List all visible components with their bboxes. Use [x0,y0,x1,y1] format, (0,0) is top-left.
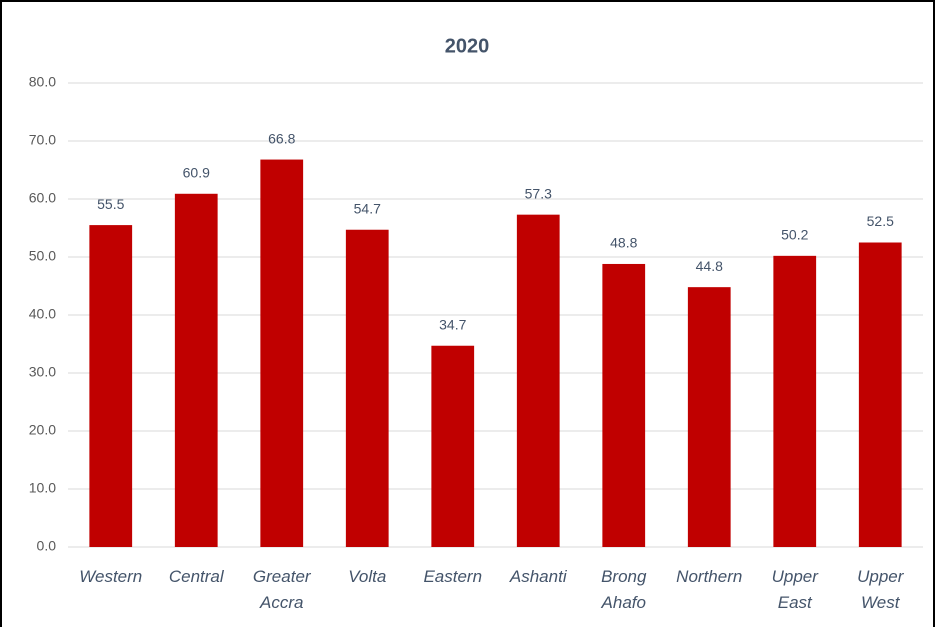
bar [260,159,304,547]
x-tick-label: Upper East [771,567,818,612]
y-tick-label: 60.0 [29,190,56,206]
y-tick-label: 80.0 [29,74,56,90]
data-label: 60.9 [183,164,210,180]
data-label: 50.2 [781,227,808,243]
y-tick-label: 0.0 [37,538,57,554]
bar [773,255,817,547]
data-label: 57.3 [525,185,552,201]
bar [174,193,218,547]
bar [89,225,133,547]
bar [858,242,902,547]
bar [345,229,389,548]
x-tick-label: Brong Ahafo [601,567,647,612]
data-label: 55.5 [97,196,124,212]
y-tick-label: 10.0 [29,480,56,496]
bar [431,345,475,547]
y-tick-label: 20.0 [29,422,56,438]
x-tick-label: Central [168,567,224,586]
data-label: 34.7 [439,316,466,332]
y-tick-label: 70.0 [29,132,56,148]
data-label: 44.8 [696,258,723,274]
x-tick-label: Ashanti [509,567,567,586]
data-label: 48.8 [610,235,637,251]
bar [687,287,731,547]
x-tick-label: Upper West [857,567,904,612]
y-tick-label: 50.0 [29,248,56,264]
x-tick-label: Northern [676,567,743,586]
data-label: 66.8 [268,130,295,146]
y-tick-label: 30.0 [29,364,56,380]
data-label: 52.5 [867,213,894,229]
x-tick-label: Western [79,567,143,586]
x-tick-label: Volta [348,567,387,586]
y-tick-label: 40.0 [29,306,56,322]
data-label: 54.7 [354,200,381,216]
bar [516,214,560,547]
chart-title: 2020 [445,35,490,57]
bar [602,263,646,547]
x-tick-label: Eastern [423,567,483,586]
x-tick-label: Greater Accra [252,567,311,612]
